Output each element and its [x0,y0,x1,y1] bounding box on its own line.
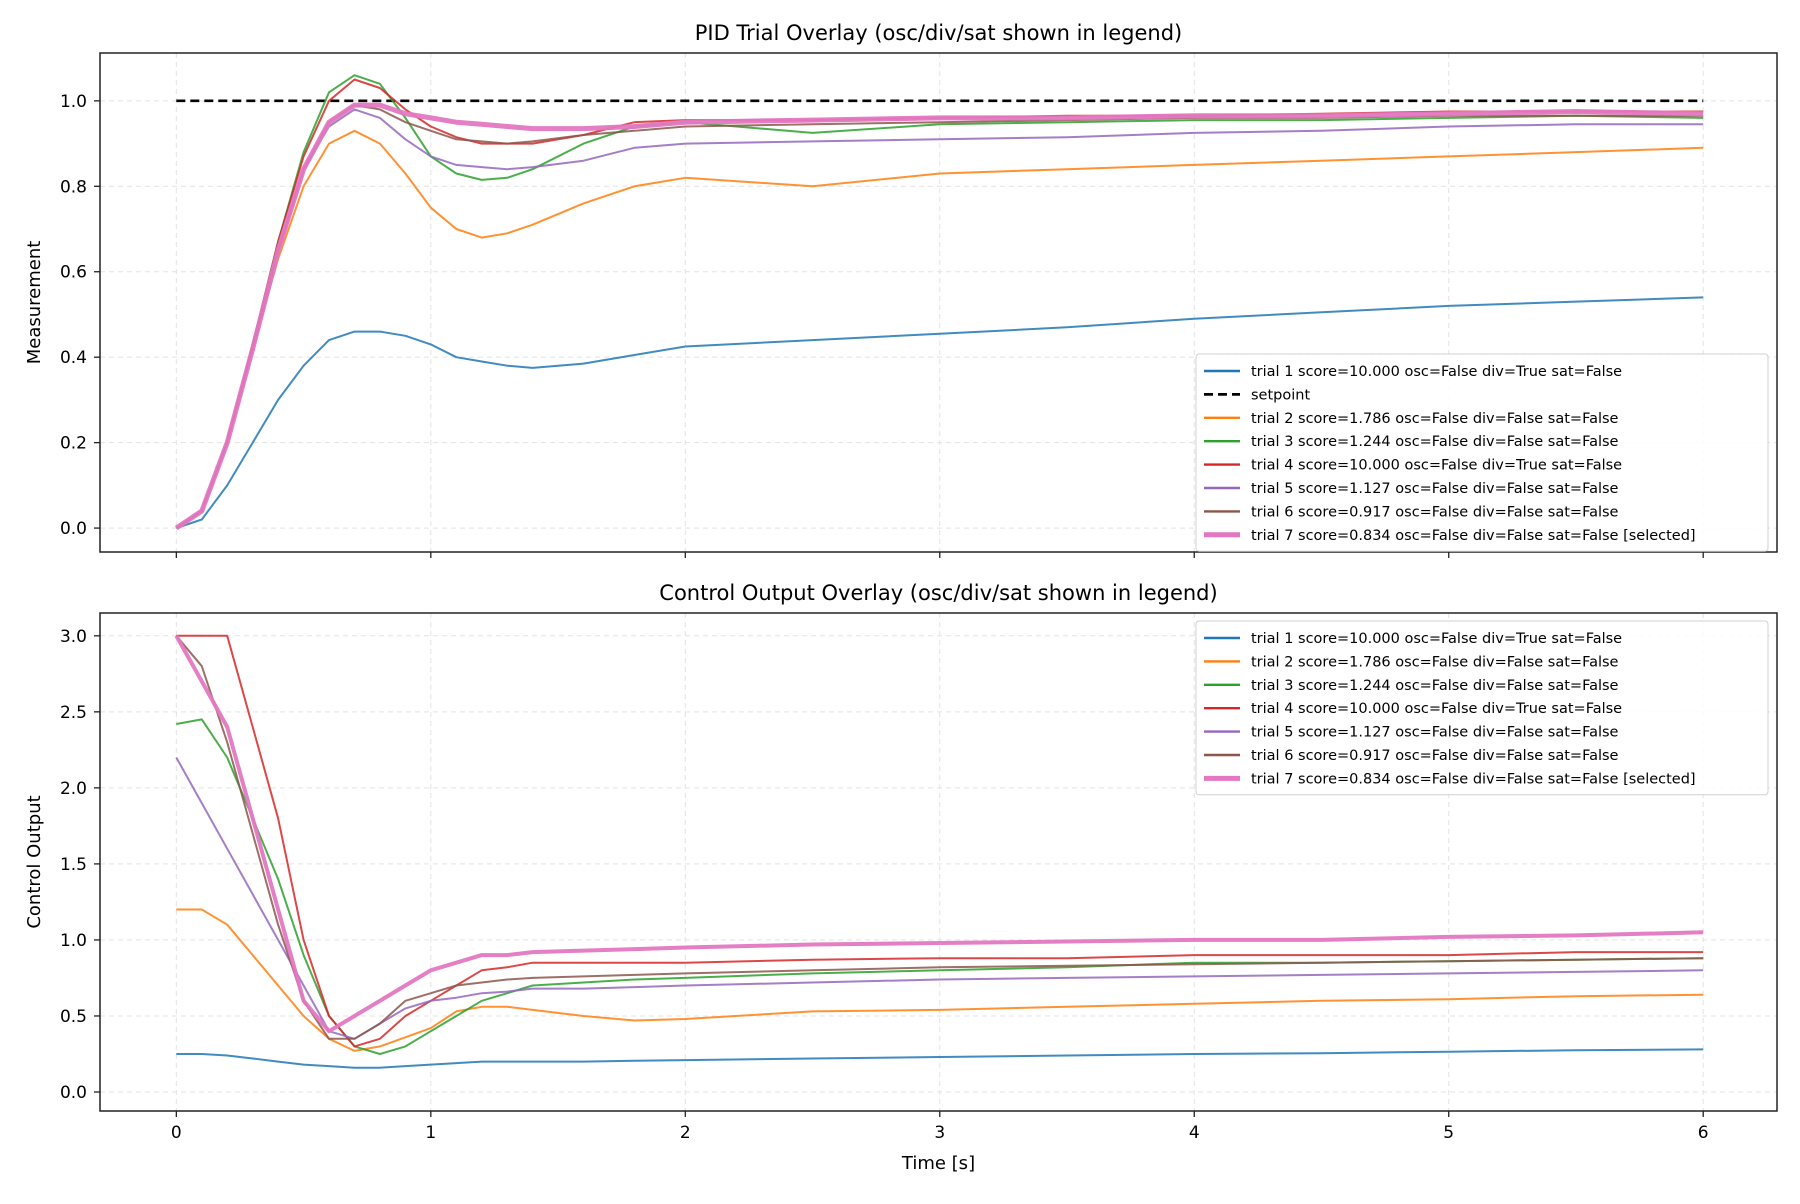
series-group [174,74,1704,531]
chart-title: Control Output Overlay (osc/div/sat show… [659,581,1217,605]
series-line [174,634,1704,1034]
y-tick-label: 0.0 [60,519,87,539]
legend-label: trial 3 score=1.244 osc=False div=False … [1251,678,1619,694]
legend: trial 1 score=10.000 osc=False div=True … [1195,353,1769,552]
x-tick-label: 1 [425,1123,436,1143]
series-line [175,757,1704,1040]
y-tick-label: 0.2 [60,434,87,454]
x-axis-label: Time [s] [901,1153,975,1174]
y-tick-label: 1.5 [60,855,87,875]
series-line [175,296,1704,530]
legend-label: trial 1 score=10.000 osc=False div=True … [1251,631,1622,647]
y-tick-label: 2.0 [60,779,87,799]
subplot-1: 0.0 0.2 0.4 0.6 0.8 1.0 PID Trial Overlay (osc… [24,21,1778,558]
y-tick-label: 0.6 [60,263,87,283]
legend-box [1195,620,1769,796]
legend-label: trial 3 score=1.244 osc=False div=False … [1251,434,1619,450]
y-tick-label: 0.4 [60,348,87,368]
x-tick-label: 4 [1189,1123,1200,1143]
x-tick-label: 6 [1698,1123,1709,1143]
legend-label: setpoint [1251,387,1310,403]
x-tick-label: 0 [171,1123,182,1143]
x-tick-label: 3 [934,1123,945,1143]
legend-label: trial 5 score=1.127 osc=False div=False … [1251,725,1619,741]
legend-label: trial 5 score=1.127 osc=False div=False … [1251,481,1619,497]
legend-label: trial 6 score=0.917 osc=False div=False … [1251,748,1619,764]
y-tick-label: 0.0 [60,1083,87,1103]
subplot-2: 0 1 2 3 4 5 6 0.0 0.5 1.0 1.5 2.0 2.5 3.0 Control Outp… [24,581,1778,1174]
chart-title: PID Trial Overlay (osc/div/sat shown in … [695,21,1183,45]
legend-label: trial 2 score=1.786 osc=False div=False … [1251,654,1619,670]
y-tick-label: 0.5 [60,1007,87,1027]
legend-label: trial 7 score=0.834 osc=False div=False … [1251,771,1696,787]
y-axis-label: Control Output [24,795,45,928]
x-tick-label: 5 [1443,1123,1454,1143]
legend-label: trial 7 score=0.834 osc=False div=False … [1251,528,1696,544]
legend-label: trial 1 score=10.000 osc=False div=True … [1251,364,1622,380]
y-axis-label: Measurement [24,241,45,365]
y-tick-label: 2.5 [60,703,87,723]
series-line [175,635,1704,1040]
y-tick-label: 0.8 [60,177,87,197]
series-line [176,718,1704,1055]
legend-label: trial 2 score=1.786 osc=False div=False … [1251,411,1619,427]
legend-box [1195,353,1769,552]
series-line [176,908,1704,1052]
y-tick-label: 1.0 [60,931,87,951]
axes-frame [99,612,1778,1112]
series-line [175,129,1704,529]
legend-label: trial 4 score=10.000 osc=False div=True … [1251,458,1622,474]
y-tick-label: 3.0 [60,627,87,647]
axes-frame [99,52,1778,553]
series-line [174,102,1704,531]
legend-label: trial 4 score=10.000 osc=False div=True … [1251,701,1622,717]
legend: trial 1 score=10.000 osc=False div=True … [1195,620,1769,796]
series-group [174,634,1704,1069]
legend-label: trial 6 score=0.917 osc=False div=False … [1251,504,1619,520]
y-tick-label: 1.0 [60,92,87,112]
series-line [176,1048,1704,1069]
x-tick-label: 2 [680,1123,691,1143]
series-line [176,634,1704,1048]
